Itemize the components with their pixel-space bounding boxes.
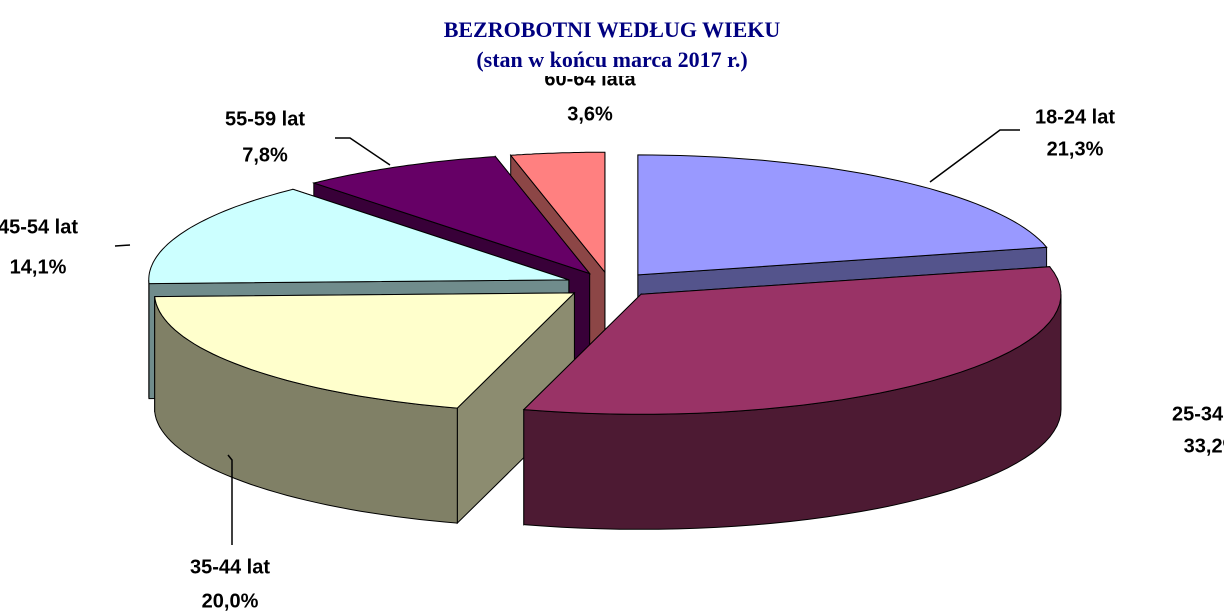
slice: [509, 151, 606, 274]
data-label-value: 21,3%: [1047, 138, 1104, 160]
data-label-category: 55-59 lat: [225, 108, 305, 130]
chart-title: BEZROBOTNI WEDŁUG WIEKU: [444, 17, 781, 42]
title-background: [390, 48, 830, 76]
slice: [637, 154, 1048, 276]
leader-line: [335, 137, 391, 166]
data-label-value: 14,1%: [10, 256, 67, 278]
slice: [148, 188, 569, 285]
chart-subtitle: (stan w końcu marca 2017 r.): [476, 47, 747, 72]
slice: [311, 156, 592, 275]
data-label-category: 25-34 lat: [1172, 403, 1224, 425]
slice: [154, 292, 576, 409]
pie: [148, 151, 1062, 530]
leader-line: [929, 129, 1020, 183]
data-label-category: 35-44 lat: [190, 556, 270, 578]
data-label-category: 45-54 lat: [0, 216, 78, 238]
leader-line: [114, 244, 131, 247]
slice: [522, 266, 1062, 415]
data-label-category: 18-24 lat: [1035, 106, 1115, 128]
leader-line: [227, 454, 233, 545]
data-label-value: 7,8%: [242, 144, 288, 166]
data-label-value: 3,6%: [567, 103, 613, 125]
data-label-value: 20,0%: [202, 590, 259, 612]
data-label-value: 33,2%: [1184, 435, 1224, 457]
